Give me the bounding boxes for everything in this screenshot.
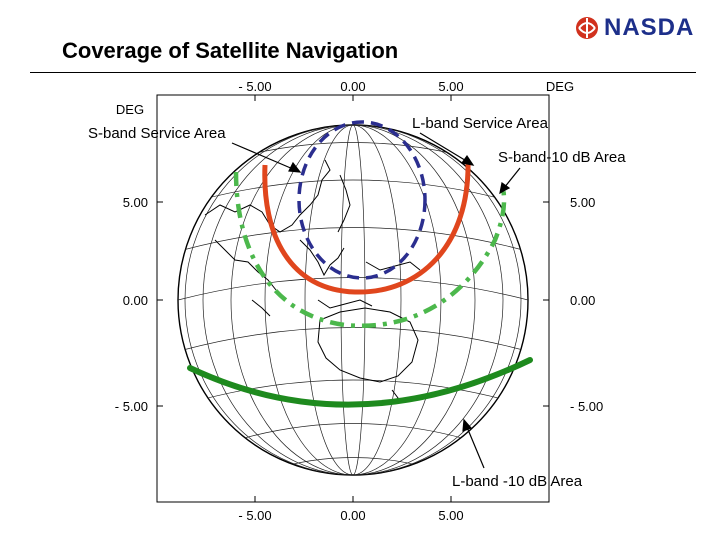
page-title: Coverage of Satellite Navigation xyxy=(62,38,399,63)
s-band-10db-curve xyxy=(233,171,507,329)
top-tick-label: - 5.00 xyxy=(238,79,271,94)
right-tick-label: - 5.00 xyxy=(570,399,603,414)
bottom-tick-label: 0.00 xyxy=(340,508,365,523)
l-band-service-label: L-band Service Area xyxy=(412,115,549,132)
right-tick-label: 5.00 xyxy=(570,195,595,210)
bottom-tick-label: 5.00 xyxy=(438,508,463,523)
top-unit-label: DEG xyxy=(546,79,574,94)
s-band-service-label: S-band Service Area xyxy=(88,125,226,142)
right-tick-label: 0.00 xyxy=(570,293,595,308)
frame-ticks xyxy=(157,95,549,502)
top-tick-label: 0.00 xyxy=(340,79,365,94)
left-tick-label: - 5.00 xyxy=(115,399,148,414)
left-tick-label: 5.00 xyxy=(123,195,148,210)
s-band-10db-label: S-band-10 dB Area xyxy=(498,149,626,166)
title-underline xyxy=(30,72,696,73)
leader-lines xyxy=(231,132,521,469)
nasda-logo: NASDA xyxy=(574,14,694,42)
l-band-service-curve xyxy=(262,159,471,295)
nasda-mark-icon xyxy=(576,17,598,39)
l-band-10db-arc xyxy=(187,357,533,408)
left-tick-label: 0.00 xyxy=(123,293,148,308)
globe xyxy=(177,124,529,476)
bottom-tick-label: - 5.00 xyxy=(238,508,271,523)
left-unit-label: DEG xyxy=(116,102,144,117)
s-band-service-ellipse xyxy=(297,120,427,280)
l-band-10db-label: L-band -10 dB Area xyxy=(452,473,583,490)
logo-text: NASDA xyxy=(604,14,695,41)
top-tick-label: 5.00 xyxy=(438,79,463,94)
